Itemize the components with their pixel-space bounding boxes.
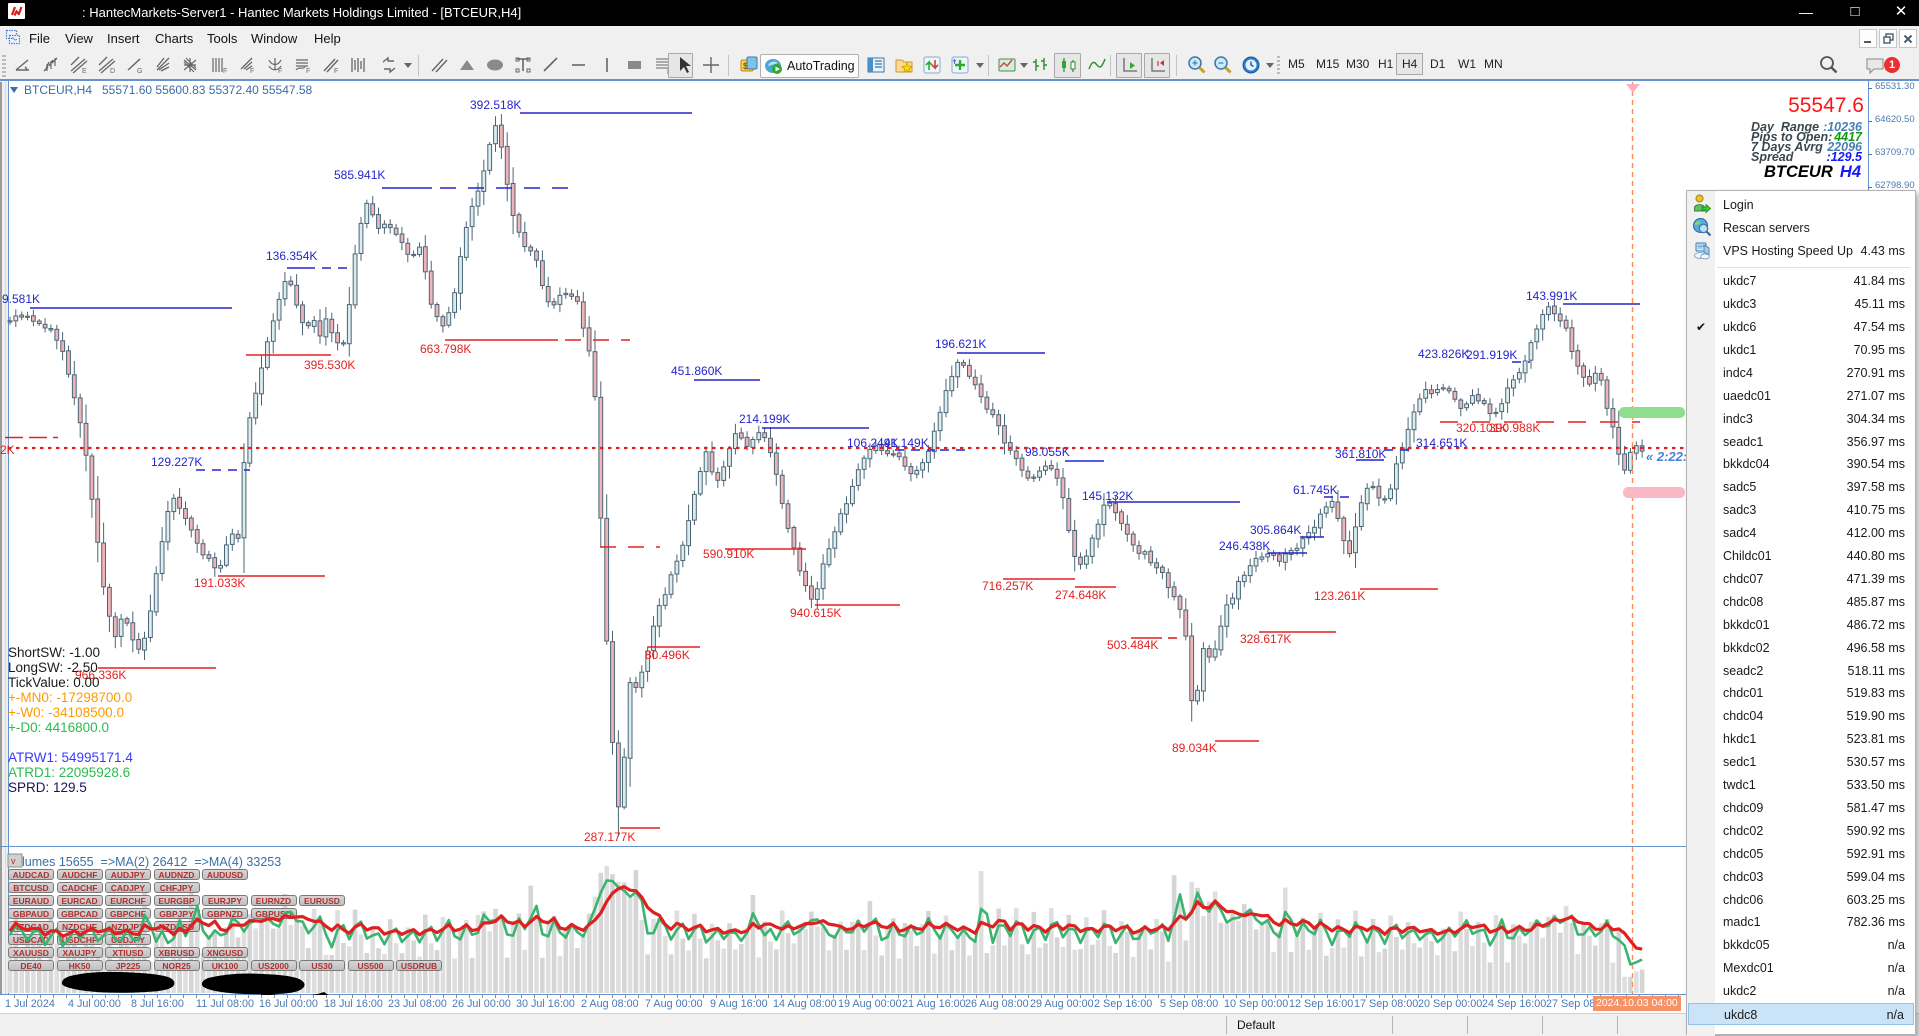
svg-text:395.530K: 395.530K bbox=[304, 358, 355, 372]
svg-text:214.199K: 214.199K bbox=[739, 412, 790, 426]
svg-text:663.798K: 663.798K bbox=[420, 342, 471, 356]
svg-text:TickValue: 0.00: TickValue: 0.00 bbox=[8, 675, 100, 690]
svg-text:Spread: Spread bbox=[1751, 150, 1794, 164]
svg-text:+-MN0: -17298700.0: +-MN0: -17298700.0 bbox=[8, 690, 132, 705]
svg-text:390.988K: 390.988K bbox=[1489, 421, 1540, 435]
svg-text:590.910K: 590.910K bbox=[703, 547, 754, 561]
svg-text:80.496K: 80.496K bbox=[645, 648, 690, 662]
svg-text:320.101K: 320.101K bbox=[1456, 421, 1507, 435]
svg-text:ATRW1: 54995171.4: ATRW1: 54995171.4 bbox=[8, 750, 133, 765]
svg-text:H4: H4 bbox=[1840, 163, 1861, 181]
svg-text:129.227K: 129.227K bbox=[151, 455, 202, 469]
svg-text:BTCEUR: BTCEUR bbox=[1764, 163, 1833, 181]
svg-text:423.826K: 423.826K bbox=[1418, 347, 1469, 361]
svg-text:+-D0: 4416800.0: +-D0: 4416800.0 bbox=[8, 720, 109, 735]
svg-text:F: F bbox=[250, 68, 254, 75]
svg-text:+: + bbox=[1192, 59, 1198, 70]
svg-text:F: F bbox=[223, 68, 227, 75]
svg-text:F: F bbox=[306, 68, 310, 75]
svg-text:BTCEUR,H4 55571.60 55600.83: BTCEUR,H4 55571.60 55600.83 55372.40 555… bbox=[24, 83, 313, 97]
svg-text:D: D bbox=[110, 68, 115, 75]
svg-text:ShortSW: -1.00: ShortSW: -1.00 bbox=[8, 645, 100, 660]
svg-text:F: F bbox=[278, 68, 282, 75]
svg-text:966.336K: 966.336K bbox=[75, 668, 126, 682]
svg-text:61.745K: 61.745K bbox=[1293, 483, 1338, 497]
svg-text:LongSW: -2.50: LongSW: -2.50 bbox=[8, 660, 98, 675]
svg-text:« 2:22:: « 2:22: bbox=[1646, 449, 1687, 464]
svg-text:89.034K: 89.034K bbox=[1172, 741, 1217, 755]
svg-text:9.581K: 9.581K bbox=[2, 292, 40, 306]
svg-text:G: G bbox=[137, 68, 142, 75]
svg-text:585.941K: 585.941K bbox=[334, 168, 385, 182]
svg-text:22096: 22096 bbox=[1826, 140, 1863, 154]
svg-text:246.438K: 246.438K bbox=[1219, 539, 1270, 553]
svg-text:136.354K: 136.354K bbox=[266, 249, 317, 263]
svg-text:41.149K: 41.149K bbox=[884, 436, 929, 450]
svg-text:305.864K: 305.864K bbox=[1250, 523, 1301, 537]
svg-text:$: $ bbox=[743, 61, 748, 71]
svg-text:E: E bbox=[82, 68, 87, 75]
svg-text:191.033K: 191.033K bbox=[194, 576, 245, 590]
svg-text:4417: 4417 bbox=[1833, 130, 1863, 144]
svg-text:55547.6: 55547.6 bbox=[1788, 94, 1864, 117]
svg-text:392.518K: 392.518K bbox=[470, 98, 521, 112]
svg-text:328.617K: 328.617K bbox=[1240, 632, 1291, 646]
svg-text:123.261K: 123.261K bbox=[1314, 589, 1365, 603]
svg-text:451.860K: 451.860K bbox=[671, 364, 722, 378]
svg-text:F: F bbox=[334, 68, 338, 75]
svg-text:716.257K: 716.257K bbox=[982, 579, 1033, 593]
svg-text:106.249K: 106.249K bbox=[847, 436, 898, 450]
svg-text:+-W0: -34108500.0: +-W0: -34108500.0 bbox=[8, 705, 124, 720]
svg-text::129.5: :129.5 bbox=[1827, 150, 1863, 164]
svg-text:274.648K: 274.648K bbox=[1055, 588, 1106, 602]
svg-text:291.919K: 291.919K bbox=[1466, 348, 1517, 362]
svg-text:Day Range: Day Range bbox=[1751, 120, 1819, 134]
svg-text:−: − bbox=[1218, 59, 1224, 70]
svg-text:287.177K: 287.177K bbox=[584, 830, 635, 844]
svg-text:7 Days Avrg: 7 Days Avrg bbox=[1751, 140, 1823, 154]
svg-text:Pips to Open:: Pips to Open: bbox=[1751, 130, 1832, 144]
svg-text:143.991K: 143.991K bbox=[1526, 289, 1577, 303]
svg-text:196.621K: 196.621K bbox=[935, 337, 986, 351]
svg-text:SPRD: 129.5: SPRD: 129.5 bbox=[8, 780, 87, 795]
svg-text:361.810K: 361.810K bbox=[1335, 447, 1386, 461]
svg-text::10236: :10236 bbox=[1823, 120, 1863, 134]
svg-text:2K: 2K bbox=[0, 443, 15, 457]
svg-text:ATRD1: 22095928.6: ATRD1: 22095928.6 bbox=[8, 765, 130, 780]
svg-text:314.651K: 314.651K bbox=[1416, 436, 1467, 450]
svg-text:503.484K: 503.484K bbox=[1107, 638, 1158, 652]
svg-text:98.055K: 98.055K bbox=[1025, 445, 1070, 459]
svg-text:145.132K: 145.132K bbox=[1082, 489, 1133, 503]
svg-text:940.615K: 940.615K bbox=[790, 606, 841, 620]
